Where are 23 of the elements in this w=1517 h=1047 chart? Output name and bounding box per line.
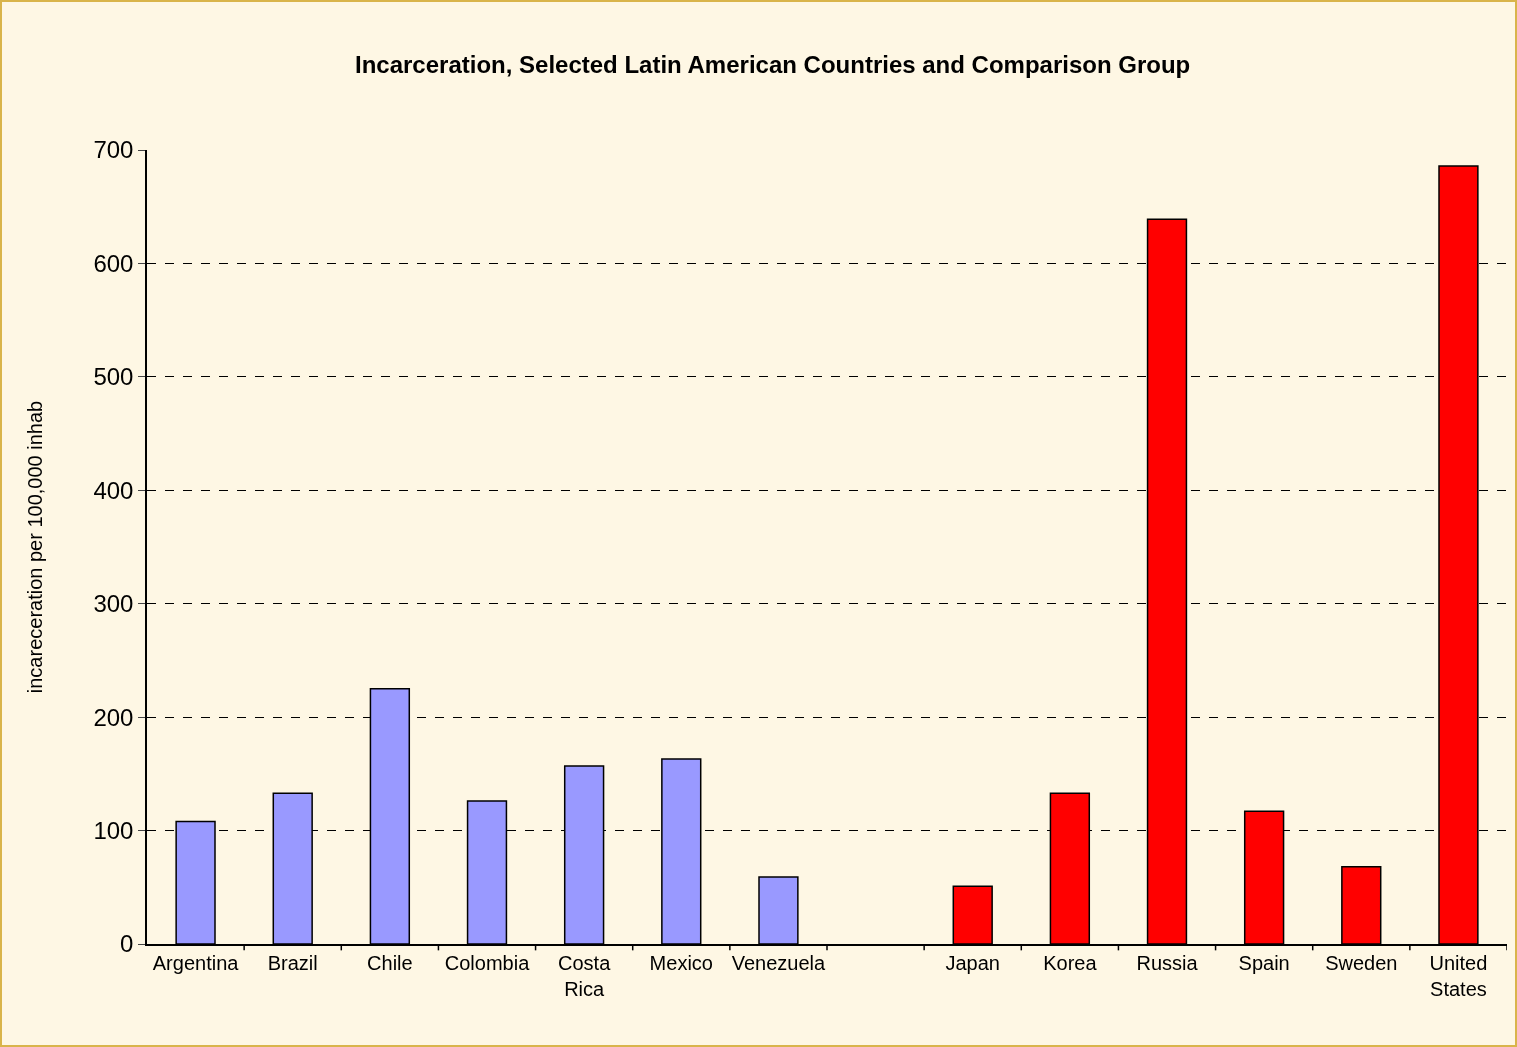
chart-title: Incarceration, Selected Latin American Countries and Comparison Group [354,51,1191,79]
y-tick-label: 400 [93,476,134,504]
x-tick-label: Chile [367,951,413,974]
y-tick-label: 600 [93,249,134,277]
x-tick-label: Mexico [649,951,713,974]
y-tick-label: 100 [93,816,134,844]
x-tick-label: Argentina [152,951,240,974]
x-tick-label: Japan [945,951,1000,974]
x-tick-label: Spain [1238,951,1290,974]
y-tick-label: 0 [120,930,134,958]
y-tick-label: 700 [93,136,134,164]
x-tick-label: Colombia [444,951,531,974]
y-tick-label: 200 [93,703,134,731]
y-tick-label: 500 [93,363,134,391]
y-tick-label: 300 [93,590,134,618]
x-tick-label: Costa Rica [558,951,612,1000]
x-tick-label: Sweden [1325,951,1398,974]
x-tick-label: Korea [1043,951,1098,974]
x-tick-label: Venezuela [731,951,827,974]
y-axis-title: incareceration per 100,000 inhab [24,400,47,694]
x-tick-label: United States [1429,951,1488,1000]
x-tick-label: Russia [1136,951,1199,974]
x-tick-label: Brazil [267,951,318,974]
